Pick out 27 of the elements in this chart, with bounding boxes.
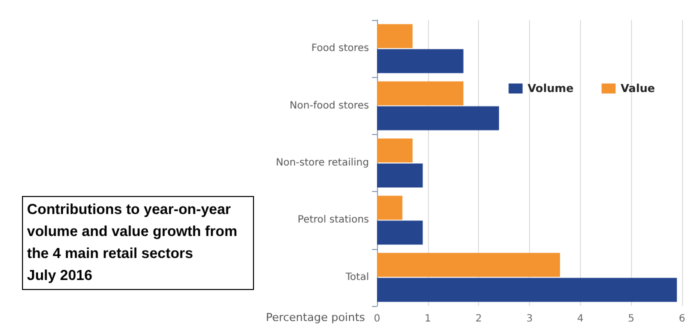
y-tick-label: Petrol stations <box>298 214 369 226</box>
x-tick-label: 4 <box>577 314 584 324</box>
x-tick-label: 6 <box>678 314 686 324</box>
bar <box>377 49 464 74</box>
y-tick-label: Non-food stores <box>290 100 369 112</box>
bar <box>377 138 413 163</box>
bar <box>377 106 499 130</box>
x-tick-label: 5 <box>628 314 634 324</box>
bar <box>377 252 560 277</box>
y-tick-label: Non-store retailing <box>276 158 369 168</box>
bar <box>377 278 677 302</box>
x-tick-label: 2 <box>475 314 482 324</box>
bar <box>377 220 423 245</box>
x-axis-title: Percentage points <box>266 311 366 324</box>
bar <box>377 196 402 220</box>
text: Contributions to year-on-year volume and value growth from the 4 main retail sectors <box>27 201 238 264</box>
bar <box>377 81 464 106</box>
bar <box>377 24 413 48</box>
y-tick-label: Total <box>344 272 369 283</box>
bar <box>377 163 423 188</box>
legend-label: Volume <box>528 82 574 95</box>
legend-label: Value <box>620 82 656 95</box>
text: July 2016 <box>27 267 94 286</box>
x-tick-label: 0 <box>374 314 380 324</box>
y-tick-label: Food stores <box>311 43 369 54</box>
x-tick-label: 3 <box>526 314 533 324</box>
x-tick-label: 1 <box>424 314 432 324</box>
